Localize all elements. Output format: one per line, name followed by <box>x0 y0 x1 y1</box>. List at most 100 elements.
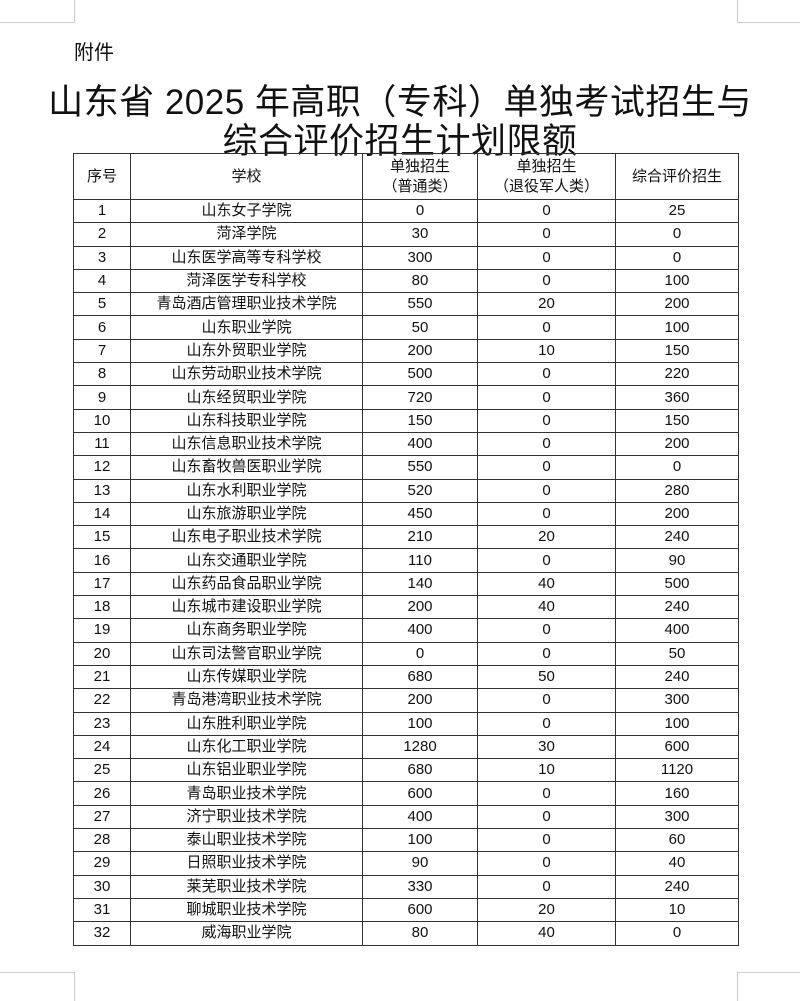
cell-col-separate-general: 500 <box>362 362 478 387</box>
table-row: 23 山东胜利职业学院 100 0 100 <box>73 711 739 736</box>
cell-col-school: 菏泽医学专科学校 <box>130 268 363 294</box>
table-row: 7 山东外贸职业学院 200 10 150 <box>73 338 739 364</box>
cell-col-school: 山东畜牧兽医职业学院 <box>130 455 363 480</box>
cell-col-school: 山东信息职业技术学院 <box>130 431 363 457</box>
cell-col-index: 4 <box>73 268 131 294</box>
cell-col-separate-general: 520 <box>362 478 478 503</box>
cell-col-school: 山东电子职业技术学院 <box>130 525 363 550</box>
cell-col-comprehensive: 240 <box>615 874 739 899</box>
cell-col-comprehensive: 90 <box>615 548 739 573</box>
cell-col-separate-general: 550 <box>362 292 478 317</box>
cell-col-school: 山东科技职业学院 <box>130 408 363 433</box>
cell-col-school: 山东交通职业学院 <box>130 548 363 573</box>
cell-col-school: 山东外贸职业学院 <box>130 338 363 364</box>
table-row: 20 山东司法警官职业学院 0 0 50 <box>73 641 739 666</box>
cell-col-index: 19 <box>73 618 131 643</box>
cell-col-separate-veteran: 0 <box>477 781 616 806</box>
cell-col-comprehensive: 40 <box>615 851 739 876</box>
cell-col-separate-general: 80 <box>362 268 478 294</box>
cell-col-school: 山东城市建设职业学院 <box>130 595 363 620</box>
cell-col-separate-veteran: 10 <box>477 338 616 364</box>
cell-col-separate-veteran: 0 <box>477 431 616 457</box>
cell-col-comprehensive: 240 <box>615 595 739 620</box>
cell-col-comprehensive: 150 <box>615 338 739 364</box>
cell-col-comprehensive: 60 <box>615 828 739 853</box>
cell-col-separate-general: 50 <box>362 315 478 340</box>
cell-col-comprehensive: 100 <box>615 711 739 736</box>
cell-col-school: 山东水利职业学院 <box>130 478 363 503</box>
cell-col-separate-veteran: 0 <box>477 362 616 387</box>
cell-col-index: 26 <box>73 781 131 806</box>
cell-col-comprehensive: 200 <box>615 292 739 317</box>
cell-col-separate-general: 140 <box>362 571 478 597</box>
cell-col-separate-general: 100 <box>362 828 478 853</box>
cell-col-index: 31 <box>73 897 131 923</box>
cell-col-separate-general: 330 <box>362 874 478 899</box>
table-row: 26 青岛职业技术学院 600 0 160 <box>73 781 739 806</box>
cell-col-index: 17 <box>73 571 131 597</box>
cell-col-comprehensive: 0 <box>615 245 739 270</box>
table-row: 25 山东铝业职业学院 680 10 1120 <box>73 758 739 783</box>
cell-col-comprehensive: 400 <box>615 618 739 643</box>
table-row: 4 菏泽医学专科学校 80 0 100 <box>73 268 739 294</box>
cell-col-comprehensive: 600 <box>615 734 739 760</box>
cell-col-comprehensive: 25 <box>615 198 739 224</box>
cell-col-separate-veteran: 0 <box>477 851 616 876</box>
cell-col-index: 9 <box>73 385 131 410</box>
cell-col-separate-general: 200 <box>362 595 478 620</box>
table-row: 8 山东劳动职业技术学院 500 0 220 <box>73 362 739 387</box>
table-row: 14 山东旅游职业学院 450 0 200 <box>73 501 739 527</box>
table-row: 3 山东医学高等专科学校 300 0 0 <box>73 245 739 270</box>
cell-col-comprehensive: 160 <box>615 781 739 806</box>
cell-col-comprehensive: 100 <box>615 268 739 294</box>
cell-col-separate-veteran: 20 <box>477 292 616 317</box>
header-col-separate-veteran: 单独招生 （退役军人类） <box>477 153 616 200</box>
cell-col-separate-veteran: 0 <box>477 828 616 853</box>
cell-col-school: 山东经贸职业学院 <box>130 385 363 410</box>
cell-col-separate-general: 400 <box>362 431 478 457</box>
crop-mark <box>737 0 800 23</box>
cell-col-separate-general: 210 <box>362 525 478 550</box>
cell-col-school: 山东职业学院 <box>130 315 363 340</box>
header-col-separate-general: 单独招生 （普通类） <box>362 153 478 200</box>
cell-col-index: 18 <box>73 595 131 620</box>
cell-col-school: 山东商务职业学院 <box>130 618 363 643</box>
cell-col-school: 聊城职业技术学院 <box>130 897 363 923</box>
cell-col-separate-veteran: 50 <box>477 664 616 690</box>
cell-col-separate-general: 450 <box>362 501 478 527</box>
cell-col-comprehensive: 100 <box>615 315 739 340</box>
cell-col-separate-veteran: 0 <box>477 711 616 736</box>
cell-col-separate-veteran: 0 <box>477 245 616 270</box>
quota-table: 序号 学校 单独招生 （普通类） 单独招生 （退役军人类） 综合评价招生 1 山东女子学院… <box>73 153 739 946</box>
cell-col-school: 山东传媒职业学院 <box>130 664 363 690</box>
cell-col-separate-veteran: 20 <box>477 897 616 923</box>
cell-col-index: 11 <box>73 431 131 457</box>
table-row: 13 山东水利职业学院 520 0 280 <box>73 478 739 503</box>
cell-col-school: 山东化工职业学院 <box>130 734 363 760</box>
cell-col-separate-general: 400 <box>362 618 478 643</box>
table-row: 16 山东交通职业学院 110 0 90 <box>73 548 739 573</box>
table-row: 28 泰山职业技术学院 100 0 60 <box>73 828 739 853</box>
header-col-comprehensive: 综合评价招生 <box>615 153 739 200</box>
cell-col-school: 山东医学高等专科学校 <box>130 245 363 270</box>
cell-col-separate-general: 600 <box>362 781 478 806</box>
cell-col-index: 23 <box>73 711 131 736</box>
table-row: 17 山东药品食品职业学院 140 40 500 <box>73 571 739 597</box>
table-row: 30 莱芜职业技术学院 330 0 240 <box>73 874 739 899</box>
cell-col-comprehensive: 0 <box>615 455 739 480</box>
table-header-row: 序号 学校 单独招生 （普通类） 单独招生 （退役军人类） 综合评价招生 <box>73 153 739 200</box>
cell-col-separate-general: 680 <box>362 664 478 690</box>
cell-col-separate-veteran: 0 <box>477 501 616 527</box>
cell-col-school: 山东胜利职业学院 <box>130 711 363 736</box>
table-row: 10 山东科技职业学院 150 0 150 <box>73 408 739 433</box>
cell-col-comprehensive: 200 <box>615 501 739 527</box>
cell-col-index: 6 <box>73 315 131 340</box>
cell-col-school: 山东铝业职业学院 <box>130 758 363 783</box>
table-row: 22 青岛港湾职业技术学院 200 0 300 <box>73 688 739 713</box>
table-row: 29 日照职业技术学院 90 0 40 <box>73 851 739 876</box>
cell-col-separate-veteran: 0 <box>477 222 616 247</box>
cell-col-separate-veteran: 0 <box>477 385 616 410</box>
cell-col-separate-general: 200 <box>362 688 478 713</box>
cell-col-comprehensive: 0 <box>615 222 739 247</box>
table-row: 31 聊城职业技术学院 600 20 10 <box>73 897 739 923</box>
